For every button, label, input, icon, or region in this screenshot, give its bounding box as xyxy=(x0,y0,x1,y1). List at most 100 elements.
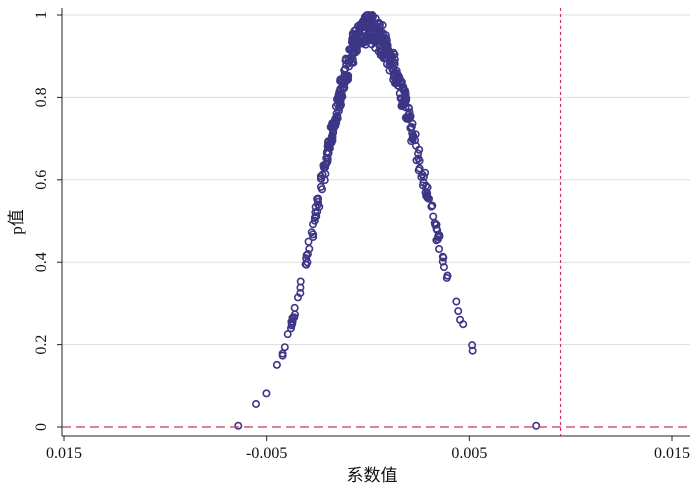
scatter-point xyxy=(278,349,287,358)
scatter-point xyxy=(432,220,441,229)
scatter-point xyxy=(454,307,463,316)
scatter-point xyxy=(468,346,477,355)
y-tick-label-3: 0.6 xyxy=(33,170,50,190)
scatter-point xyxy=(340,71,349,80)
scatter-point xyxy=(340,83,349,92)
y-tick-labels: 0 0.2 0.4 0.6 0.8 1 xyxy=(33,11,50,431)
x-tick-label-0: 0.015 xyxy=(46,445,82,462)
scatter-point xyxy=(427,202,436,211)
scatter-point xyxy=(335,98,344,107)
y-tick-label-2: 0.4 xyxy=(33,252,50,272)
scatter-point xyxy=(402,114,411,123)
y-tick-label-1: 0.2 xyxy=(33,335,50,355)
scatter-point xyxy=(418,181,427,190)
scatter-point xyxy=(313,194,322,203)
x-axis-title: 系数值 xyxy=(347,466,398,485)
scatter-point xyxy=(374,34,383,43)
reference-lines xyxy=(62,8,690,436)
scatter-point xyxy=(290,303,299,312)
scatter-point xyxy=(348,55,357,64)
scatter-point xyxy=(368,11,377,20)
scatter-point xyxy=(439,253,448,262)
gridlines xyxy=(62,14,690,346)
scatter-point xyxy=(332,109,341,118)
scatter-point xyxy=(332,118,341,127)
scatter-point xyxy=(395,74,404,83)
axes xyxy=(57,8,690,441)
scatter-point xyxy=(316,182,325,191)
scatter-point xyxy=(388,65,397,74)
scatter-point xyxy=(532,421,541,430)
scatter-point xyxy=(315,202,324,211)
scatter-point xyxy=(393,81,402,90)
scatter-point xyxy=(351,30,360,39)
scatter-point xyxy=(388,51,397,60)
scatter-point xyxy=(435,232,444,241)
scatter-point xyxy=(408,129,417,138)
scatter-point xyxy=(319,163,328,172)
x-tick-label-2: 0.005 xyxy=(451,445,487,462)
x-tick-label-3: 0.015 xyxy=(654,445,690,462)
scatter-point xyxy=(252,399,261,408)
scatter-point xyxy=(338,92,347,101)
scatter-point xyxy=(411,136,420,145)
scatter-point xyxy=(383,41,392,50)
scatter-point xyxy=(324,140,333,149)
scatter-point xyxy=(303,258,312,267)
scatter-point xyxy=(360,12,369,21)
scatter-point xyxy=(287,321,296,330)
scatter-point xyxy=(418,170,427,179)
scatter-point xyxy=(375,26,384,35)
scatter-point xyxy=(414,154,423,163)
scatter-point xyxy=(352,44,361,53)
scatter-point xyxy=(435,245,444,254)
y-tick-label-4: 0.8 xyxy=(33,87,50,107)
scatter-point xyxy=(309,220,318,229)
x-tick-label-1: -0.005 xyxy=(246,445,287,462)
scatter-point xyxy=(422,191,431,200)
y-tick-label-0: 0 xyxy=(33,423,50,431)
scatter-point xyxy=(396,94,405,103)
scatter-point xyxy=(336,77,345,86)
scatter-point xyxy=(328,123,337,132)
scatter-point xyxy=(468,341,477,350)
scatter-point xyxy=(438,257,447,266)
scatter-point xyxy=(296,289,305,298)
scatter-point xyxy=(459,320,468,329)
scatter-point xyxy=(393,78,402,87)
scatter-point xyxy=(303,250,312,259)
scatter-point xyxy=(309,232,318,241)
scatter-point xyxy=(307,228,316,237)
scatter-point xyxy=(358,17,367,26)
scatter-point xyxy=(283,330,292,339)
scatter-point xyxy=(272,360,281,369)
scatter-point xyxy=(316,172,325,181)
scatter-point xyxy=(367,40,376,49)
scatter-point xyxy=(262,389,271,398)
scatter-point xyxy=(442,273,451,282)
scatter-points xyxy=(234,11,541,430)
y-axis-title: p值 xyxy=(7,209,26,235)
scatter-point xyxy=(421,188,430,197)
scatter-point xyxy=(400,95,409,104)
scatter-point xyxy=(336,100,345,109)
scatter-point xyxy=(290,313,299,322)
scatter-point xyxy=(305,244,314,253)
scatter-point xyxy=(414,149,423,158)
scatter-point xyxy=(234,421,243,430)
scatter-point xyxy=(428,201,437,210)
scatter-point xyxy=(401,86,410,95)
scatter-point xyxy=(401,90,410,99)
scatter-point xyxy=(351,48,360,57)
scatter-point xyxy=(411,141,420,150)
x-tick-labels: 0.015 -0.005 0.005 0.015 xyxy=(46,445,690,462)
scatter-point xyxy=(312,212,321,221)
scatter-point xyxy=(311,208,320,217)
scatter-point xyxy=(333,113,342,122)
scatter-point xyxy=(357,34,366,43)
scatter-point xyxy=(325,139,334,148)
scatter-point xyxy=(302,254,311,263)
scatter-point xyxy=(408,119,417,128)
scatter-point xyxy=(452,297,461,306)
